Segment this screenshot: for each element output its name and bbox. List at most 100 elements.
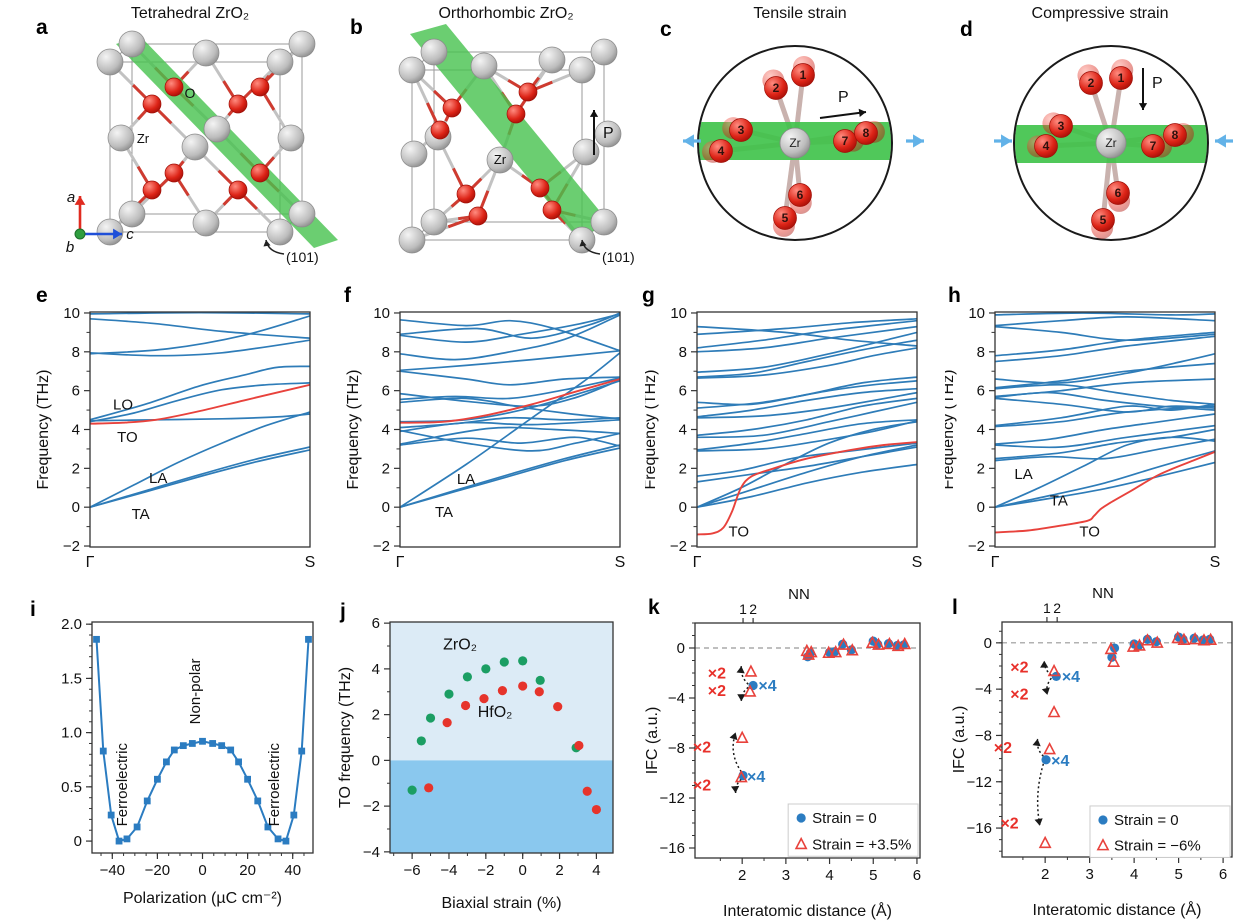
- svg-text:10: 10: [968, 305, 985, 322]
- svg-text:S: S: [615, 554, 626, 571]
- svg-text:×2: ×2: [1010, 686, 1028, 703]
- svg-text:−2: −2: [477, 862, 494, 879]
- panel-title-c: Tensile strain: [753, 5, 847, 22]
- crystal-structure-tetragonal: O Zr a c b (101): [40, 22, 340, 272]
- svg-text:−20: −20: [145, 862, 170, 879]
- svg-text:Biaxial strain (%): Biaxial strain (%): [441, 895, 561, 912]
- panel-label-i: i: [30, 598, 36, 621]
- svg-text:(101): (101): [286, 249, 319, 265]
- svg-text:0: 0: [372, 752, 380, 769]
- svg-text:6: 6: [913, 867, 921, 884]
- octahedron-compressive: 1 2 3 4 5 6 7 8 Zr P: [950, 22, 1248, 274]
- svg-text:Zr: Zr: [1105, 136, 1116, 150]
- svg-text:0: 0: [74, 833, 82, 850]
- svg-text:NN: NN: [1092, 588, 1114, 602]
- svg-text:3: 3: [1085, 866, 1093, 883]
- svg-text:1: 1: [739, 601, 747, 617]
- svg-text:−12: −12: [660, 790, 685, 807]
- svg-text:Γ: Γ: [396, 554, 405, 571]
- svg-text:0: 0: [519, 862, 527, 879]
- panel-label-b: b: [350, 16, 363, 39]
- energy-vs-polarization-chart-svg: −40 −20 0 20 40 0 0.5 1.0 1.5 2.0 Ferroelectric Non…: [61, 616, 314, 907]
- svg-text:2: 2: [773, 81, 780, 95]
- svg-text:Zr: Zr: [789, 136, 800, 150]
- ifc-chart-tensile: 2 3 4 5 6 0 −4 −8 −12 −16 1 2 NN ×2 ×2 ×4 ×2 ×2 ×4 Strain =…: [644, 586, 945, 922]
- svg-text:7: 7: [842, 134, 849, 148]
- svg-text:LO: LO: [113, 396, 133, 413]
- phonon-chart-compressive-svg: −2 0 2 4 6 8 10 Γ S Frequency (THz) LA TA TO: [940, 305, 1220, 571]
- panel-label-d: d: [960, 18, 973, 41]
- svg-text:Zr: Zr: [137, 131, 150, 146]
- svg-text:2: 2: [977, 460, 985, 477]
- svg-text:LA: LA: [149, 470, 167, 487]
- svg-text:×4: ×4: [747, 769, 765, 786]
- svg-text:−2: −2: [363, 798, 380, 815]
- svg-text:8: 8: [1172, 128, 1179, 142]
- svg-text:0: 0: [198, 862, 206, 879]
- svg-text:2: 2: [1088, 76, 1095, 90]
- svg-text:×2: ×2: [994, 740, 1012, 757]
- crystal-structure-orthorhombic: Zr P (101): [350, 22, 662, 272]
- svg-text:2: 2: [382, 460, 390, 477]
- svg-text:1.5: 1.5: [61, 670, 82, 687]
- svg-text:6: 6: [797, 188, 804, 202]
- svg-text:−4: −4: [440, 862, 457, 879]
- svg-text:8: 8: [863, 126, 870, 140]
- svg-text:8: 8: [977, 344, 985, 361]
- svg-text:5: 5: [869, 867, 877, 884]
- svg-text:Zr: Zr: [494, 152, 507, 167]
- svg-text:10: 10: [670, 305, 687, 322]
- svg-text:6: 6: [1219, 866, 1227, 883]
- svg-text:(101): (101): [602, 249, 635, 265]
- svg-text:Ferroelectric: Ferroelectric: [266, 743, 283, 827]
- svg-text:×2: ×2: [1000, 815, 1018, 832]
- svg-text:4: 4: [592, 862, 600, 879]
- svg-text:−8: −8: [975, 727, 992, 744]
- svg-text:10: 10: [63, 305, 80, 322]
- svg-text:Frequency (THz): Frequency (THz): [345, 369, 362, 489]
- svg-text:TA: TA: [435, 504, 453, 521]
- svg-text:3: 3: [738, 123, 745, 137]
- crystal-structure-orthorhombic-svg: Zr P (101): [398, 24, 635, 265]
- panel-label-e: e: [36, 284, 48, 307]
- svg-text:Frequency (THz): Frequency (THz): [945, 369, 957, 489]
- svg-text:P: P: [838, 89, 849, 106]
- svg-text:×4: ×4: [1051, 753, 1069, 770]
- svg-text:4: 4: [72, 422, 80, 439]
- svg-text:a: a: [67, 189, 75, 206]
- svg-text:4: 4: [977, 422, 985, 439]
- svg-text:O: O: [185, 85, 196, 101]
- svg-text:2: 2: [1053, 600, 1061, 616]
- svg-text:3: 3: [782, 867, 790, 884]
- panel-label-g: g: [642, 284, 655, 307]
- svg-text:Γ: Γ: [86, 554, 95, 571]
- svg-text:1: 1: [800, 68, 807, 82]
- svg-text:2: 2: [72, 460, 80, 477]
- svg-text:6: 6: [679, 383, 687, 400]
- svg-text:×2: ×2: [693, 778, 711, 795]
- svg-text:Strain = +3.5%: Strain = +3.5%: [812, 836, 911, 853]
- svg-text:0: 0: [984, 635, 992, 652]
- svg-text:4: 4: [382, 422, 390, 439]
- panel-label-l: l: [952, 596, 958, 619]
- svg-text:TA: TA: [132, 506, 150, 523]
- svg-text:Γ: Γ: [693, 554, 702, 571]
- panel-title-d: Compressive strain: [1031, 5, 1169, 22]
- svg-text:Ferroelectric: Ferroelectric: [114, 743, 131, 827]
- panel-title-b: Orthorhombic ZrO₂: [438, 5, 574, 22]
- phonon-chart-tensile-svg: −2 0 2 4 6 8 10 Γ S Frequency (THz) TO: [642, 305, 922, 571]
- panel-label-k: k: [648, 596, 660, 619]
- svg-text:8: 8: [72, 344, 80, 361]
- svg-text:−4: −4: [975, 681, 992, 698]
- svg-text:2: 2: [749, 601, 757, 617]
- svg-text:−40: −40: [100, 862, 125, 879]
- svg-text:Interatomic distance (Å): Interatomic distance (Å): [1033, 900, 1202, 919]
- svg-text:b: b: [66, 239, 74, 256]
- svg-text:TO: TO: [729, 523, 750, 540]
- svg-text:S: S: [305, 554, 316, 571]
- svg-text:2: 2: [1041, 866, 1049, 883]
- svg-text:−2: −2: [63, 538, 80, 555]
